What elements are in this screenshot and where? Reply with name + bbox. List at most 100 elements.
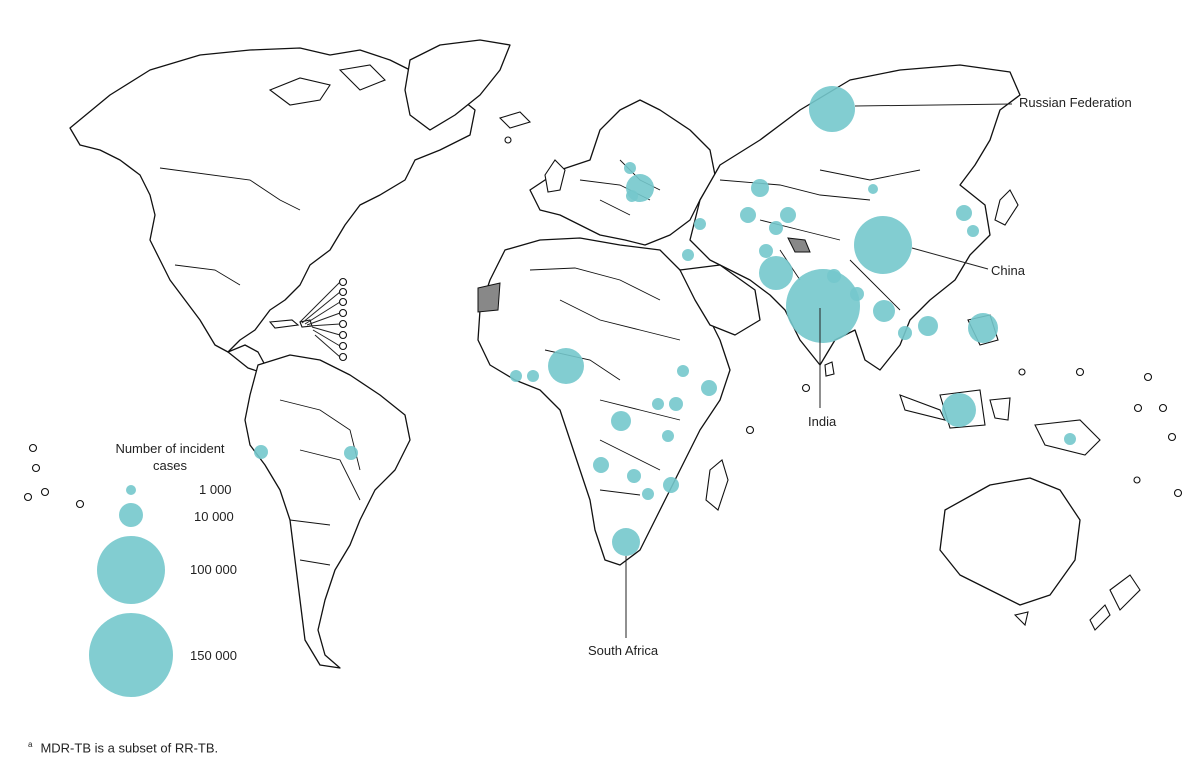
bubble-cote-divoire — [527, 370, 539, 382]
japan — [994, 189, 1019, 226]
bubble-peru — [254, 445, 268, 459]
legend-label-100000: 100 000 — [190, 562, 237, 577]
bubble-china — [854, 216, 912, 274]
bubble-south-africa — [612, 528, 640, 556]
island-marker — [745, 425, 755, 435]
bubble-indonesia — [942, 393, 976, 427]
legend-bubble-1000 — [126, 485, 136, 495]
legend-label-1000: 1 000 — [199, 482, 232, 497]
bubble-nigeria — [548, 348, 584, 384]
legend-bubble-150000 — [89, 613, 173, 697]
bubble-viet-nam — [918, 316, 938, 336]
label-callouts — [625, 103, 1013, 638]
bubble-kyrgyzstan — [780, 207, 796, 223]
footnote: a MDR-TB is a subset of RR-TB. — [28, 740, 218, 755]
tasmania — [1013, 611, 1029, 627]
bubble-somalia — [701, 380, 717, 396]
island-marker — [338, 308, 348, 318]
small-island-markers — [23, 136, 1183, 509]
bubble-afghanistan — [759, 244, 773, 258]
kashmir-shaded — [787, 237, 811, 253]
canadian-arctic-islands — [268, 64, 386, 106]
bubble-angola — [593, 457, 609, 473]
legend-bubble-100000 — [97, 536, 165, 604]
island-marker — [338, 330, 348, 340]
bubble-uzbekistan — [740, 207, 756, 223]
label-china: China — [991, 263, 1025, 278]
legend-bubbles — [89, 485, 173, 697]
bubble-tanzania — [662, 430, 674, 442]
bubble-republic-of-korea — [967, 225, 979, 237]
bubble-papua-new-guinea — [1064, 433, 1076, 445]
bubble-nepal — [827, 269, 841, 283]
asia-landmass — [689, 64, 1021, 371]
island-marker — [504, 136, 512, 144]
island-marker — [338, 352, 348, 362]
bubble-bangladesh — [850, 287, 864, 301]
new-zealand — [1089, 574, 1141, 631]
bubble-myanmar — [873, 300, 895, 322]
legend-title: Number of incident cases — [115, 441, 225, 473]
callout-china — [911, 247, 989, 270]
south-america-landmass — [244, 354, 411, 669]
footnote-text: MDR-TB is a subset of RR-TB. — [40, 740, 219, 756]
callout-russia — [854, 103, 1013, 107]
bubble-thailand — [898, 326, 912, 340]
island-marker — [75, 499, 85, 509]
bubble-dpr-korea — [956, 205, 972, 221]
label-south-africa: South Africa — [588, 643, 659, 658]
usa-canada-border — [159, 167, 301, 211]
arabian-peninsula — [679, 264, 761, 336]
island-marker — [338, 319, 348, 329]
iceland — [498, 111, 532, 129]
island-marker — [1167, 432, 1177, 442]
africa-borders — [529, 267, 681, 496]
island-marker — [1075, 367, 1085, 377]
label-india: India — [808, 414, 837, 429]
bubble-brazil — [344, 446, 358, 460]
bubble-zimbabwe — [642, 488, 654, 500]
bubble-mongolia — [868, 184, 878, 194]
north-america-landmass — [69, 47, 476, 353]
island-marker — [338, 287, 348, 297]
legend-label-10000: 10 000 — [194, 509, 234, 524]
asia-borders — [719, 169, 921, 311]
bubble-philippines — [968, 313, 998, 343]
island-marker — [1133, 476, 1141, 484]
australia — [939, 477, 1081, 606]
greenland — [404, 39, 511, 131]
british-isles — [544, 159, 566, 193]
madagascar — [705, 459, 729, 511]
island-marker — [338, 341, 348, 351]
island-marker — [801, 383, 811, 393]
bubble-iraq — [682, 249, 694, 261]
label-russian-federation: Russian Federation — [1019, 95, 1132, 110]
bubble-mozambique — [663, 477, 679, 493]
legend-label-150000: 150 000 — [190, 648, 237, 663]
bubble-india — [786, 269, 860, 343]
island-marker — [338, 277, 348, 287]
bubble-kenya — [669, 397, 683, 411]
bubble-zambia — [627, 469, 641, 483]
western-sahara-shaded — [477, 282, 501, 313]
bubble-azerbaijan — [694, 218, 706, 230]
bubble-pakistan — [759, 256, 793, 290]
island-marker — [1018, 368, 1026, 376]
bubble-russian-federation — [809, 86, 855, 132]
bubble-ethiopia — [677, 365, 689, 377]
bubble-uganda — [652, 398, 664, 410]
island-marker — [1173, 488, 1183, 498]
island-marker — [1143, 372, 1153, 382]
sri-lanka — [824, 361, 835, 377]
bubble-liberia — [510, 370, 522, 382]
island-marker — [1158, 403, 1168, 413]
island-marker — [338, 297, 348, 307]
footnote-marker: a — [28, 740, 33, 749]
south-america-borders — [279, 399, 361, 566]
bubble-kazakhstan — [751, 179, 769, 197]
island-marker — [23, 492, 33, 502]
bubble-belarus — [624, 162, 636, 174]
incident-case-bubbles — [254, 86, 1076, 556]
island-marker — [28, 443, 38, 453]
